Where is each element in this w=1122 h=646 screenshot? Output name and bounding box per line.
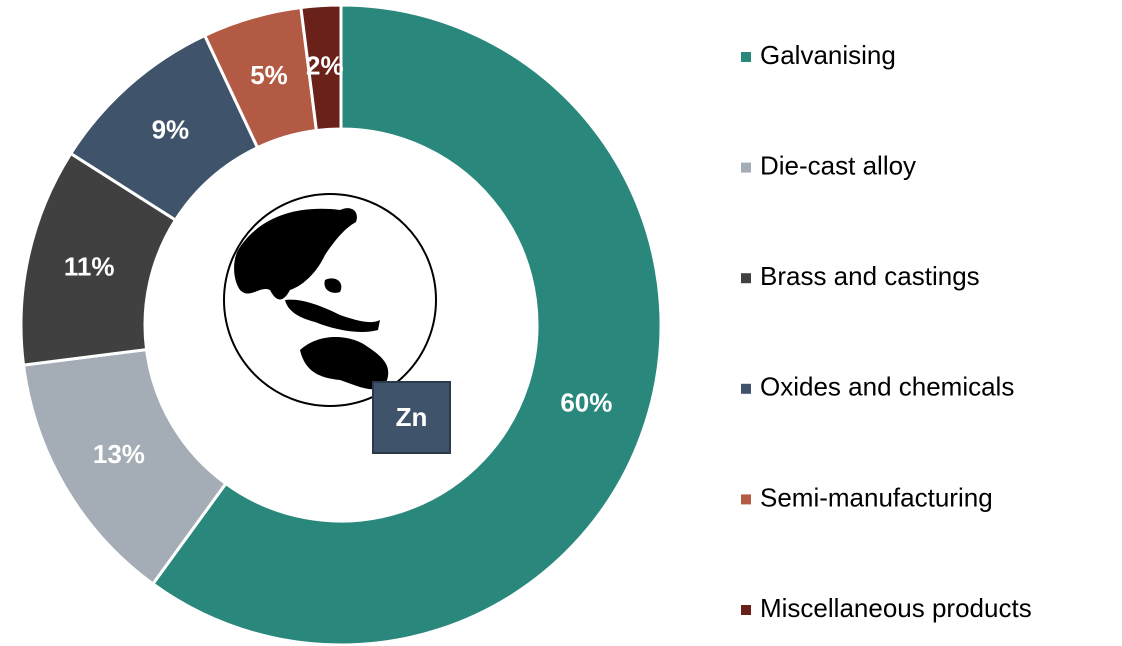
legend-label: Miscellaneous products bbox=[760, 593, 1032, 623]
slice bbox=[299, 3, 343, 133]
center-badge: Zn bbox=[372, 381, 451, 454]
legend-label: Galvanising bbox=[760, 40, 896, 70]
legend-label: Semi-manufacturing bbox=[760, 482, 993, 512]
data-label: 11% bbox=[64, 252, 115, 282]
legend-swatch bbox=[741, 605, 751, 615]
legend-label: Die-cast alloy bbox=[760, 150, 916, 180]
badge-box bbox=[372, 381, 451, 454]
data-label: 2% bbox=[306, 50, 344, 80]
globe-icon bbox=[223, 193, 437, 407]
legend: Galvanising Die-cast alloy Brass and casti… bbox=[741, 40, 1032, 623]
data-label: 60% bbox=[560, 388, 612, 418]
data-label: 13% bbox=[93, 439, 145, 469]
slices: 60% 13% 11% 9% 5% 2% bbox=[19, 3, 663, 646]
data-label: 9% bbox=[152, 114, 190, 144]
data-label: 5% bbox=[250, 60, 288, 90]
legend-swatch bbox=[741, 494, 751, 505]
legend-swatch bbox=[741, 162, 751, 173]
legend-label: Oxides and chemicals bbox=[760, 372, 1014, 402]
legend-swatch bbox=[741, 383, 751, 394]
legend-swatch bbox=[741, 273, 751, 284]
slice bbox=[150, 3, 663, 646]
center-label: Zn bbox=[396, 402, 428, 432]
legend-label: Brass and castings bbox=[760, 261, 980, 291]
legend-swatch bbox=[741, 52, 751, 62]
